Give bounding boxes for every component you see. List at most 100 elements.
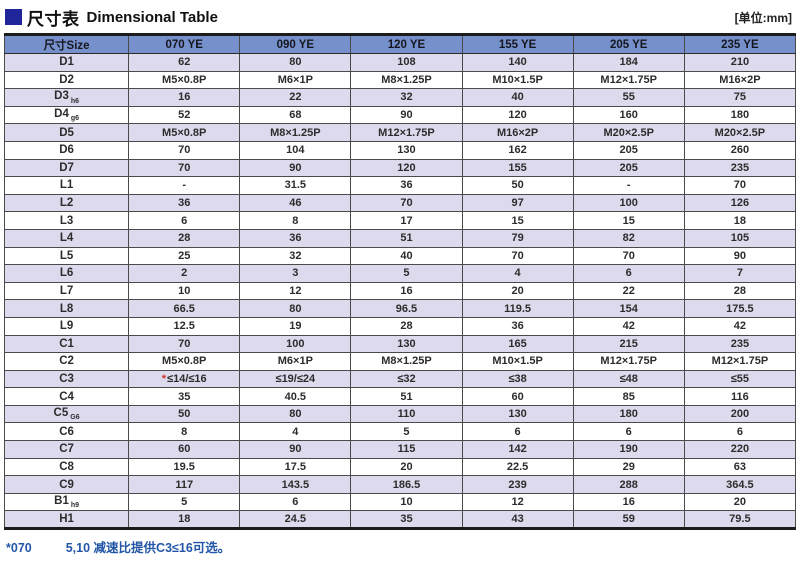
title-square-icon <box>5 9 22 25</box>
cell-value: - <box>572 176 685 195</box>
table-row: C5 G6 50 80 110 130 180 200 <box>3 404 797 424</box>
cell-value: 210 <box>683 53 797 72</box>
cell-value: 55 <box>572 88 685 107</box>
table-row: L3 6 8 17 15 15 18 <box>3 211 797 230</box>
row-label: C7 <box>3 440 130 459</box>
table-row: L2 36 46 70 97 100 126 <box>3 193 797 213</box>
cell-value: 288 <box>572 475 685 494</box>
row-label: D3 h6 <box>3 88 130 107</box>
cell-value: 12.5 <box>128 316 241 336</box>
cell-value: ≤32 <box>350 369 463 389</box>
dimensional-table: 尺寸Size 070 YE 090 YE 120 YE 155 YE 205 YE 235 … <box>3 33 797 531</box>
row-label: D7 <box>3 158 130 178</box>
cell-value: 22 <box>572 281 685 301</box>
cell-value: 96.5 <box>350 299 463 318</box>
cell-value: M16×2P <box>683 70 797 90</box>
cell-value: 6 <box>683 422 797 442</box>
cell-value: 126 <box>683 193 797 213</box>
row-label: C1 <box>3 334 130 354</box>
column-header: 155 YE <box>461 34 574 54</box>
cell-value: M6×1P <box>239 352 352 371</box>
cell-value: 79 <box>461 228 574 248</box>
cell-value: 28 <box>683 281 797 301</box>
row-label: C8 <box>3 457 130 477</box>
cell-value: 20 <box>350 457 463 477</box>
cell-value: 184 <box>572 53 685 72</box>
cell-value: 116 <box>683 387 797 406</box>
cell-value: 143.5 <box>239 475 352 494</box>
row-label: D4 g6 <box>3 105 130 125</box>
cell-value: 17.5 <box>239 457 352 477</box>
cell-value: 5 <box>128 492 241 512</box>
tolerance-subscript: h9 <box>70 502 80 510</box>
cell-value: 68 <box>239 105 352 125</box>
cell-value: 70 <box>128 158 241 178</box>
table-row: C1 70 100 130 165 215 235 <box>3 334 797 354</box>
table-row: L7 10 12 16 20 22 28 <box>3 281 797 301</box>
cell-value: 42 <box>572 316 685 336</box>
cell-value: 200 <box>683 404 797 424</box>
cell-value: 40 <box>461 88 574 107</box>
table-body: D1 62 80 108 140 184 210 D2 M5×0.8P M6×1P M8×1.25P… <box>3 53 797 530</box>
cell-value: 70 <box>461 246 574 266</box>
row-label: C2 <box>3 352 130 371</box>
cell-value: 35 <box>128 387 241 406</box>
cell-value: 80 <box>239 299 352 318</box>
cell-value: 50 <box>461 176 574 195</box>
cell-value: 20 <box>683 492 797 512</box>
cell-value: 28 <box>350 316 463 336</box>
column-header: 070 YE <box>128 34 241 54</box>
cell-value: 12 <box>461 492 574 512</box>
cell-value: 175.5 <box>683 299 797 318</box>
cell-value: M12×1.75P <box>683 352 797 371</box>
cell-value: 90 <box>239 440 352 459</box>
row-label: L1 <box>3 176 130 195</box>
table-row: L4 28 36 51 79 82 105 <box>3 228 797 248</box>
cell-value: 63 <box>683 457 797 477</box>
row-label: H1 <box>3 510 130 530</box>
cell-value: 119.5 <box>461 299 574 318</box>
cell-value: 10 <box>128 281 241 301</box>
column-header: 235 YE <box>683 34 797 54</box>
footnote: *070 5,10 减速比提供C3≤16可选。 <box>6 537 796 556</box>
cell-value: 190 <box>572 440 685 459</box>
cell-value: M8×1.25P <box>350 352 463 371</box>
cell-value: 130 <box>350 334 463 354</box>
row-label: L2 <box>3 193 130 213</box>
cell-value: 5 <box>350 264 463 283</box>
row-label: B1 h9 <box>3 492 130 512</box>
row-label: D6 <box>3 140 130 160</box>
column-header: 205 YE <box>572 34 685 54</box>
cell-value: 180 <box>572 404 685 424</box>
table-row: D6 70 104 130 162 205 260 <box>3 140 797 160</box>
table-row: C6 8 4 5 6 6 6 <box>3 422 797 442</box>
table-row: D5 M5×0.8P M8×1.25P M12×1.75P M16×2P M20×2.5P… <box>3 123 797 142</box>
row-label: L9 <box>3 316 130 336</box>
cell-value: 42 <box>683 316 797 336</box>
cell-value: 70 <box>128 140 241 160</box>
table-row: D4 g6 52 68 90 120 160 180 <box>3 105 797 125</box>
cell-value: 40.5 <box>239 387 352 406</box>
row-label: C4 <box>3 387 130 406</box>
cell-value: 79.5 <box>683 510 797 530</box>
row-label: L8 <box>3 299 130 318</box>
cell-value: 12 <box>239 281 352 301</box>
cell-value: 235 <box>683 158 797 178</box>
cell-value: 40 <box>350 246 463 266</box>
table-row: L9 12.5 19 28 36 42 42 <box>3 316 797 336</box>
cell-value: 104 <box>239 140 352 160</box>
cell-value: M20×2.5P <box>572 123 685 142</box>
cell-value: 24.5 <box>239 510 352 530</box>
cell-value: 105 <box>683 228 797 248</box>
cell-value: 100 <box>572 193 685 213</box>
cell-value: 18 <box>128 510 241 530</box>
cell-value: 100 <box>239 334 352 354</box>
table-row: C4 35 40.5 51 60 85 116 <box>3 387 797 406</box>
cell-value: 18 <box>683 211 797 230</box>
cell-value: 180 <box>683 105 797 125</box>
cell-value: 215 <box>572 334 685 354</box>
tolerance-subscript: G6 <box>70 414 80 422</box>
cell-value: M16×2P <box>461 123 574 142</box>
cell-value: 70 <box>350 193 463 213</box>
table-row: D1 62 80 108 140 184 210 <box>3 53 797 72</box>
